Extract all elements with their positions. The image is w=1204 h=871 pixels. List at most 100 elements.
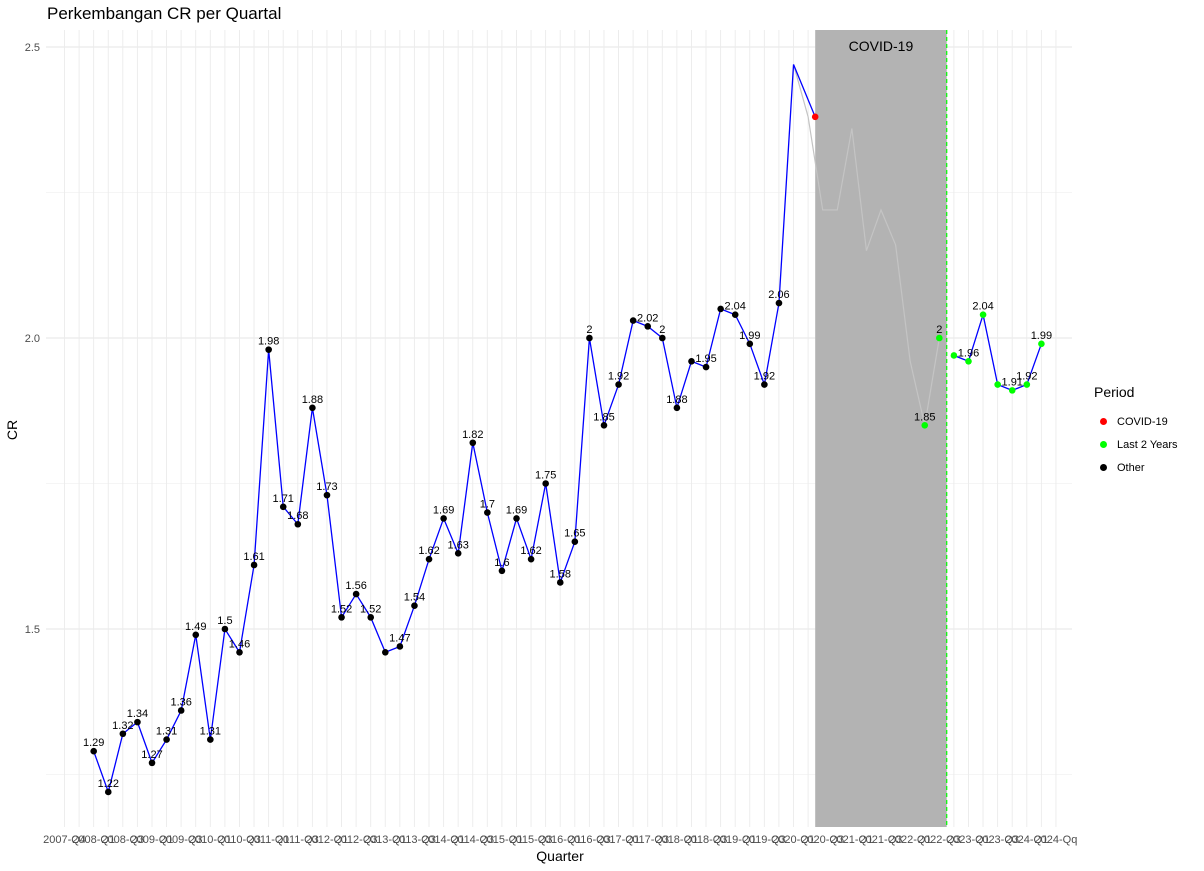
data-point xyxy=(629,317,637,324)
data-label: 1.68 xyxy=(287,510,308,522)
legend-dot-covid xyxy=(1100,418,1107,425)
data-point xyxy=(659,334,666,342)
data-point xyxy=(1038,340,1045,348)
data-point xyxy=(746,340,754,348)
x-tick-label: 2012-Q1 xyxy=(306,834,349,846)
data-point xyxy=(615,381,622,388)
data-label: 2.04 xyxy=(725,301,746,313)
covid-ghost-line xyxy=(792,64,940,426)
data-point xyxy=(571,538,579,545)
data-label: 1.29 xyxy=(83,737,104,749)
x-tick-label: 2022-Q1 xyxy=(889,834,932,846)
data-point xyxy=(177,707,185,714)
data-label: 1.92 xyxy=(754,371,775,383)
y-tick-label: 2.0 xyxy=(25,333,40,345)
data-label: 1.52 xyxy=(360,603,381,615)
x-tick-label: 2015-Q3 xyxy=(510,834,553,846)
x-tick-label: 2007-Q4 xyxy=(43,834,86,846)
data-label: 1.56 xyxy=(345,580,366,592)
legend-label-covid: COVID-19 xyxy=(1117,415,1168,428)
x-tick-label: 2024-Q1 xyxy=(1005,834,1048,846)
data-point xyxy=(338,614,345,621)
x-tick-label: 2018-Q3 xyxy=(685,834,728,846)
data-point xyxy=(484,509,491,516)
data-point xyxy=(294,520,302,528)
data-label: 1.69 xyxy=(506,504,527,516)
data-label: 1.75 xyxy=(535,470,556,482)
data-label: 1.62 xyxy=(418,545,439,557)
x-tick-label: 2014-Q3 xyxy=(451,834,494,846)
data-point xyxy=(134,718,141,726)
data-point xyxy=(950,352,958,359)
data-point xyxy=(702,363,710,371)
data-label: 1.95 xyxy=(695,353,716,365)
data-label: 1.65 xyxy=(564,528,585,540)
data-label: 1.98 xyxy=(258,336,279,348)
x-axis-title: Quarter xyxy=(536,848,584,864)
data-label: 1.5 xyxy=(217,615,232,627)
x-tick-label: 2021-Q1 xyxy=(830,834,873,846)
x-tick-label: 2010-Q3 xyxy=(218,834,261,846)
data-label: 2 xyxy=(936,324,942,336)
data-point xyxy=(498,567,506,575)
data-point xyxy=(119,730,127,738)
data-point xyxy=(207,736,214,743)
x-tick-label: 2008-Q3 xyxy=(101,834,144,846)
y-tick-label: 2.5 xyxy=(25,42,40,54)
data-point xyxy=(644,323,652,330)
data-point xyxy=(411,602,418,610)
series-line-pre-covid xyxy=(93,64,816,795)
data-label: 1.22 xyxy=(98,778,119,790)
data-label: 2 xyxy=(586,324,592,336)
data-label: 1.82 xyxy=(462,429,483,441)
data-label: 1.73 xyxy=(316,481,337,493)
data-label: 1.71 xyxy=(273,493,294,505)
data-label: 1.54 xyxy=(404,592,425,604)
legend: Period COVID-19 Last 2 Years Other xyxy=(1094,384,1178,479)
x-tick-label: 2021-Q3 xyxy=(860,834,903,846)
data-label: 1.34 xyxy=(127,708,148,720)
data-label: 1.69 xyxy=(433,504,454,516)
data-point xyxy=(556,579,564,586)
data-point xyxy=(323,491,331,499)
data-label: 1.58 xyxy=(550,568,571,580)
data-point xyxy=(717,305,724,313)
x-tick-label: 2013-Q3 xyxy=(393,834,436,846)
x-tick-label: 2023-Q1 xyxy=(947,834,990,846)
data-label: 1.88 xyxy=(302,394,323,406)
y-tick-label: 1.5 xyxy=(25,624,40,636)
data-label: 1.99 xyxy=(739,330,760,342)
data-point xyxy=(192,631,200,639)
data-label: 1.62 xyxy=(520,545,541,557)
x-tick-label: 2020-Q1 xyxy=(772,834,815,846)
data-point xyxy=(761,381,768,388)
data-point xyxy=(469,439,477,447)
data-point xyxy=(265,346,272,353)
data-point xyxy=(279,503,287,511)
data-label: 2 xyxy=(659,324,665,336)
data-label: 1.32 xyxy=(112,720,133,732)
data-point xyxy=(731,311,739,319)
data-label: 1.49 xyxy=(185,621,206,633)
x-tick-label: 2016-Q3 xyxy=(568,834,611,846)
data-point xyxy=(811,113,819,121)
data-point xyxy=(979,311,987,319)
x-tick-label: 2022-Q3 xyxy=(918,834,961,846)
data-label: 1.63 xyxy=(447,539,468,551)
data-point xyxy=(1008,387,1016,394)
data-point xyxy=(148,759,156,767)
data-labels-layer: 1.29 1.22 1.321.34 1.27 1.31 1.36 1.49 1.31 1.5 1… xyxy=(83,289,1052,790)
x-tick-label: 2008-Q1 xyxy=(72,834,115,846)
data-point xyxy=(688,357,695,365)
legend-item-covid: COVID-19 xyxy=(1094,410,1178,433)
data-point xyxy=(221,625,229,633)
x-tick-label: 2017-Q3 xyxy=(626,834,669,846)
data-point xyxy=(352,590,360,598)
legend-dot-other xyxy=(1100,464,1107,471)
x-tick-label: 2014-Q1 xyxy=(422,834,465,846)
legend-label-other: Other xyxy=(1117,461,1145,474)
data-label: 1.6 xyxy=(494,557,509,569)
data-point xyxy=(309,404,316,412)
data-label: 1.46 xyxy=(229,638,250,650)
